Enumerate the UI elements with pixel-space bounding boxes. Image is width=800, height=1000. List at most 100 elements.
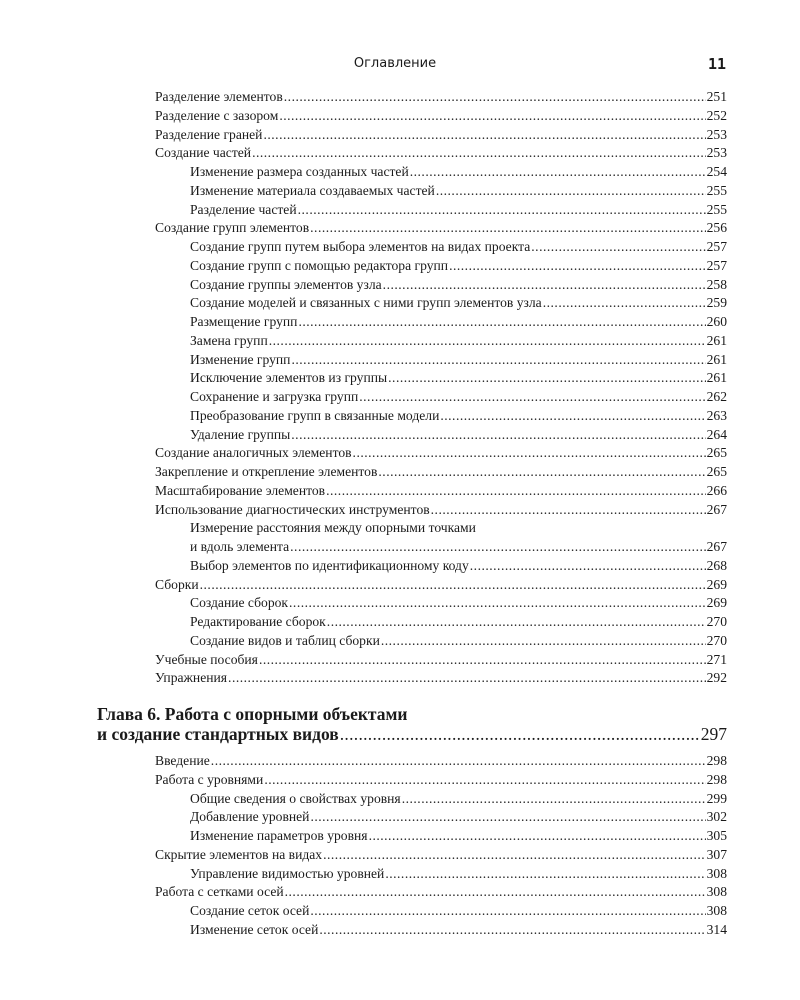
toc-entry[interactable]: Создание аналогичных элементов 265 — [155, 444, 727, 463]
chapter-heading[interactable]: Глава 6. Работа с опорными объектами и с… — [97, 704, 727, 744]
chapter-page: 297 — [700, 724, 727, 744]
toc-entry-title: Изменение размера созданных частей — [190, 164, 409, 179]
toc-entry-title: Общие сведения о свойствах уровня — [190, 790, 401, 806]
toc-entry-title: Создание сборок — [190, 595, 289, 611]
toc-entry-page: 268 — [706, 557, 727, 573]
toc-entry-page: 252 — [706, 107, 727, 123]
dot-leader — [263, 126, 705, 145]
toc-entry-title: Разделение элементов — [155, 89, 283, 104]
toc-entry-title: Создание групп элементов — [155, 220, 310, 236]
toc-entry-page: 261 — [706, 370, 727, 386]
toc-entry-page: 261 — [706, 351, 727, 367]
toc-entry[interactable]: Создание моделей и связанных с ними груп… — [155, 294, 727, 313]
dot-leader — [259, 651, 706, 670]
toc-entry-page: 271 — [706, 651, 727, 667]
toc-entry[interactable]: Размещение групп 260 — [155, 313, 727, 332]
dot-leader — [285, 883, 706, 902]
toc-entry-title: Удаление группы — [190, 426, 291, 442]
toc-entry-continuation[interactable]: и вдоль элемента 267 — [155, 538, 727, 557]
toc-entry-page: 299 — [706, 790, 727, 806]
toc-entry-page: 255 — [706, 182, 727, 198]
toc-entry[interactable]: Изменение материала создаваемых частей 25… — [155, 182, 727, 201]
toc-entry[interactable]: Выбор элементов по идентификационному ко… — [155, 557, 727, 576]
toc-entry-page: 265 — [706, 445, 727, 461]
toc-entry-title: Введение — [155, 753, 210, 768]
toc-entry-page: 269 — [706, 595, 727, 611]
toc-entry[interactable]: Создание видов и таблиц сборки 270 — [155, 632, 727, 651]
toc-entry[interactable]: Удаление группы 264 — [155, 426, 727, 445]
toc-entry[interactable]: Скрытие элементов на видах 307 — [155, 846, 727, 865]
toc-entry[interactable]: Использование диагностических инструмент… — [155, 501, 727, 520]
dot-leader — [410, 163, 706, 182]
toc-entry[interactable]: Масштабирование элементов 266 — [155, 482, 727, 501]
dot-leader — [531, 238, 705, 257]
toc-entry-page: 260 — [706, 314, 727, 329]
toc-entry[interactable]: Разделение элементов 251 — [155, 88, 727, 107]
dot-leader — [291, 426, 705, 445]
toc-entry-page: 251 — [706, 89, 727, 104]
toc-entry[interactable]: Закрепление и открепление элементов 265 — [155, 463, 727, 482]
dot-leader — [200, 576, 706, 595]
toc-entry-title: Создание аналогичных элементов — [155, 445, 352, 461]
toc-entry[interactable]: Изменение сеток осей 314 — [155, 921, 727, 940]
toc-entry[interactable]: Разделение частей 255 — [155, 201, 727, 220]
toc-entry-title: Скрытие элементов на видах — [155, 846, 323, 862]
toc-entry-title: Редактирование сборок — [190, 614, 326, 629]
toc-entry-title: Изменение групп — [190, 351, 291, 367]
toc-entry[interactable]: Исключение элементов из группы 261 — [155, 369, 727, 388]
toc-entry-title: Измерение расстояния между опорными точк… — [190, 520, 476, 536]
toc-entry[interactable]: Сохранение и загрузка групп 262 — [155, 388, 727, 407]
toc-entry-title: Сохранение и загрузка групп — [190, 389, 359, 404]
toc-entry[interactable]: Общие сведения о свойствах уровня 299 — [155, 790, 727, 809]
dot-leader — [290, 538, 705, 557]
toc-entry-title: Разделение граней — [155, 126, 263, 142]
toc-entry-title: Создание видов и таблиц сборки — [190, 632, 380, 648]
toc-entry[interactable]: Работа с уровнями 298 — [155, 771, 727, 790]
toc-entry[interactable]: Создание групп путем выбора элементов на… — [155, 238, 727, 257]
toc-section-2: Введение 298 Работа с уровнями 298 Общие све… — [155, 752, 727, 940]
toc-entry[interactable]: Упражнения 292 — [155, 669, 727, 688]
toc-entry[interactable]: Измерение расстояния между опорными точк… — [155, 519, 727, 538]
toc-entry[interactable]: Создание группы элементов узла 258 — [155, 276, 727, 295]
toc-entry[interactable]: Изменение размера созданных частей 254 — [155, 163, 727, 182]
toc-entry[interactable]: Замена групп 261 — [155, 332, 727, 351]
dot-leader — [470, 557, 706, 576]
page-number: 11 — [707, 55, 726, 73]
dot-leader — [284, 88, 706, 107]
dot-leader — [269, 332, 706, 351]
toc-entry-title: Использование диагностических инструмент… — [155, 501, 430, 517]
toc-entry[interactable]: Введение 298 — [155, 752, 727, 771]
dot-leader — [449, 257, 706, 276]
toc-entry[interactable]: Сборки 269 — [155, 576, 727, 595]
dot-leader — [252, 144, 706, 163]
toc-entry[interactable]: Создание групп элементов 256 — [155, 219, 727, 238]
toc-entry[interactable]: Учебные пособия 271 — [155, 651, 727, 670]
toc-entry-page: 257 — [706, 257, 727, 273]
dot-leader — [298, 201, 706, 220]
dot-leader — [359, 388, 705, 407]
dot-leader — [310, 808, 705, 827]
toc-entry[interactable]: Добавление уровней 302 — [155, 808, 727, 827]
toc-entry-title: Разделение частей — [190, 201, 297, 217]
toc-entry[interactable]: Разделение граней 253 — [155, 126, 727, 145]
dot-leader — [385, 865, 705, 884]
toc-entry[interactable]: Разделение с зазором 252 — [155, 107, 727, 126]
toc-entry[interactable]: Изменение параметров уровня 305 — [155, 827, 727, 846]
toc-entry[interactable]: Изменение групп 261 — [155, 351, 727, 370]
toc-entry-title: Создание группы элементов узла — [190, 276, 382, 292]
dot-leader — [378, 463, 705, 482]
toc-entry[interactable]: Создание групп с помощью редактора групп… — [155, 257, 727, 276]
toc-entry-page: 302 — [706, 809, 727, 825]
toc-entry[interactable]: Создание сеток осей 308 — [155, 902, 727, 921]
toc-entry[interactable]: Управление видимостью уровней 308 — [155, 865, 727, 884]
toc-entry-page: 267 — [706, 501, 727, 517]
toc-entry[interactable]: Создание частей 253 — [155, 144, 727, 163]
toc-entry[interactable]: Редактирование сборок 270 — [155, 613, 727, 632]
toc-entry[interactable]: Создание сборок 269 — [155, 594, 727, 613]
toc-entry-page: 255 — [706, 201, 727, 217]
dot-leader — [388, 369, 705, 388]
toc-entry[interactable]: Работа с сетками осей 308 — [155, 883, 727, 902]
toc-entry-page: 270 — [706, 632, 727, 648]
toc-entry[interactable]: Преобразование групп в связанные модели 2… — [155, 407, 727, 426]
toc-entry-title: Создание сеток осей — [190, 903, 310, 918]
